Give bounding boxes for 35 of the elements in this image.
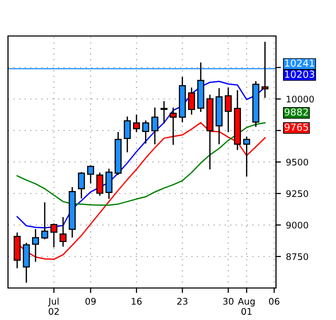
candlestick bbox=[151, 108, 158, 144]
x-tick-label: Jul 02 bbox=[48, 298, 59, 315]
text: 9882 bbox=[284, 108, 308, 116]
candlestick bbox=[41, 202, 48, 240]
x-tick-label: 30 bbox=[223, 298, 234, 305]
y-tick-label: 9500 bbox=[286, 158, 308, 166]
candlestick bbox=[96, 172, 104, 196]
x-tick-label: 23 bbox=[177, 298, 188, 305]
candlestick bbox=[188, 88, 196, 115]
y-tick-label: 9000 bbox=[286, 222, 308, 229]
candlestick bbox=[160, 101, 168, 124]
candlestick bbox=[78, 172, 85, 198]
candlestick bbox=[50, 223, 58, 248]
candlestick bbox=[124, 116, 131, 152]
candlestick bbox=[133, 114, 140, 132]
candlestick bbox=[105, 168, 112, 199]
candlestick bbox=[22, 242, 30, 283]
ref-line-label: 10241 bbox=[285, 59, 314, 67]
candlestick bbox=[261, 42, 268, 98]
x-tick-label: 16 bbox=[132, 298, 142, 305]
candlestick bbox=[87, 165, 94, 184]
candlestick bbox=[142, 120, 150, 144]
line-series bbox=[16, 122, 266, 206]
x-tick-label: 09 bbox=[85, 298, 96, 305]
x-tick-label: 06 bbox=[269, 298, 280, 305]
y-tick-label: 8750 bbox=[286, 253, 308, 260]
candlestick bbox=[243, 136, 250, 176]
candlestick bbox=[224, 88, 232, 132]
text: 9765 bbox=[284, 123, 308, 131]
text: 10203 bbox=[285, 70, 314, 78]
y-tick-label: 9250 bbox=[286, 190, 308, 198]
candlestick bbox=[60, 217, 67, 247]
x-tick-label: Aug 01 bbox=[238, 298, 255, 315]
candlestick bbox=[32, 229, 40, 262]
y-tick-label: 10000 bbox=[286, 96, 314, 103]
